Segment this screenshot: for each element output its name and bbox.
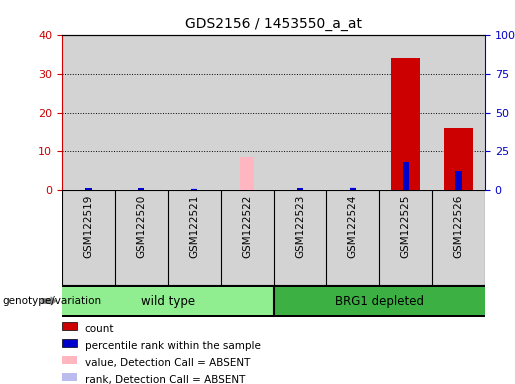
Bar	[273, 286, 485, 315]
Bar	[115, 35, 168, 190]
Text: GSM122523: GSM122523	[295, 195, 305, 258]
Text: percentile rank within the sample: percentile rank within the sample	[85, 341, 261, 351]
Title: GDS2156 / 1453550_a_at: GDS2156 / 1453550_a_at	[185, 17, 362, 31]
Bar	[220, 35, 273, 190]
Text: GSM122521: GSM122521	[189, 195, 199, 258]
Bar	[455, 171, 462, 190]
Text: GSM122519: GSM122519	[83, 195, 93, 258]
Bar	[297, 188, 303, 190]
Text: GSM122525: GSM122525	[401, 195, 410, 258]
Bar	[191, 189, 197, 190]
Text: GSM122520: GSM122520	[136, 195, 146, 258]
Text: BRG1 depleted: BRG1 depleted	[335, 295, 424, 308]
Bar	[62, 373, 77, 381]
Bar	[62, 322, 77, 330]
Text: rank, Detection Call = ABSENT: rank, Detection Call = ABSENT	[85, 375, 245, 384]
Bar	[62, 35, 115, 190]
Bar	[168, 35, 220, 190]
Bar	[350, 188, 356, 190]
Bar	[379, 35, 432, 190]
Text: count: count	[85, 324, 114, 334]
Text: GSM122526: GSM122526	[454, 195, 464, 258]
Bar	[62, 339, 77, 348]
Text: wild type: wild type	[141, 295, 195, 308]
Bar	[62, 286, 273, 315]
Bar	[444, 128, 473, 190]
Bar	[191, 189, 197, 190]
Text: value, Detection Call = ABSENT: value, Detection Call = ABSENT	[85, 358, 250, 368]
Bar	[273, 35, 327, 190]
Bar	[391, 58, 420, 190]
Text: genotype/variation: genotype/variation	[3, 296, 101, 306]
Bar	[138, 188, 145, 190]
Bar	[85, 189, 92, 190]
Bar	[62, 356, 77, 364]
Bar	[350, 187, 356, 190]
Bar	[327, 35, 379, 190]
Bar	[403, 162, 409, 190]
Bar	[241, 157, 254, 190]
Text: GSM122522: GSM122522	[242, 195, 252, 258]
Text: GSM122524: GSM122524	[348, 195, 358, 258]
Bar	[432, 35, 485, 190]
Bar	[138, 189, 145, 190]
Bar	[85, 189, 92, 190]
Bar	[297, 188, 303, 190]
